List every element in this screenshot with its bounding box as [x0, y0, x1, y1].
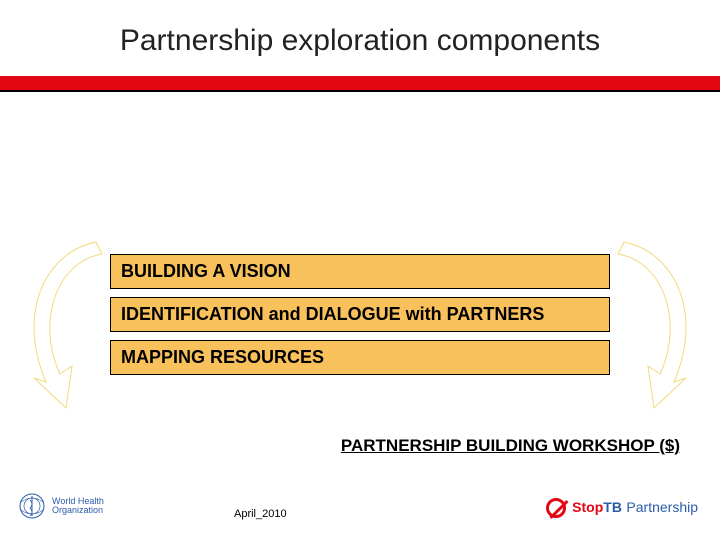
footer: World Health Organization April_2010 Sto…: [0, 486, 720, 526]
arrow-right-path: [618, 242, 686, 408]
title-divider: [0, 76, 720, 92]
component-boxes: BUILDING A VISION IDENTIFICATION and DIA…: [110, 254, 610, 383]
who-emblem-icon: [18, 492, 46, 520]
stoptb-tb: TB: [603, 499, 622, 515]
component-box: IDENTIFICATION and DIALOGUE with PARTNER…: [110, 297, 610, 332]
stoptb-word: Partnership: [626, 499, 698, 515]
stoptb-text: StopTB Partnership: [572, 499, 698, 517]
workshop-link: PARTNERSHIP BUILDING WORKSHOP ($): [341, 436, 680, 456]
cycle-arrow-left: [6, 232, 106, 412]
black-line: [0, 90, 720, 92]
stoptb-stop: Stop: [572, 499, 603, 515]
footer-date: April_2010: [234, 508, 287, 520]
cycle-arrow-right: [614, 232, 714, 412]
who-logo: World Health Organization: [18, 492, 104, 520]
who-line2: Organization: [52, 506, 104, 515]
red-bar: [0, 76, 720, 90]
slide-title: Partnership exploration components: [0, 24, 720, 58]
component-box: BUILDING A VISION: [110, 254, 610, 289]
stoptb-logo: StopTB Partnership: [546, 498, 698, 518]
arrow-left-path: [34, 242, 102, 408]
component-box: MAPPING RESOURCES: [110, 340, 610, 375]
stoptb-icon: [546, 498, 566, 518]
who-text: World Health Organization: [52, 497, 104, 516]
